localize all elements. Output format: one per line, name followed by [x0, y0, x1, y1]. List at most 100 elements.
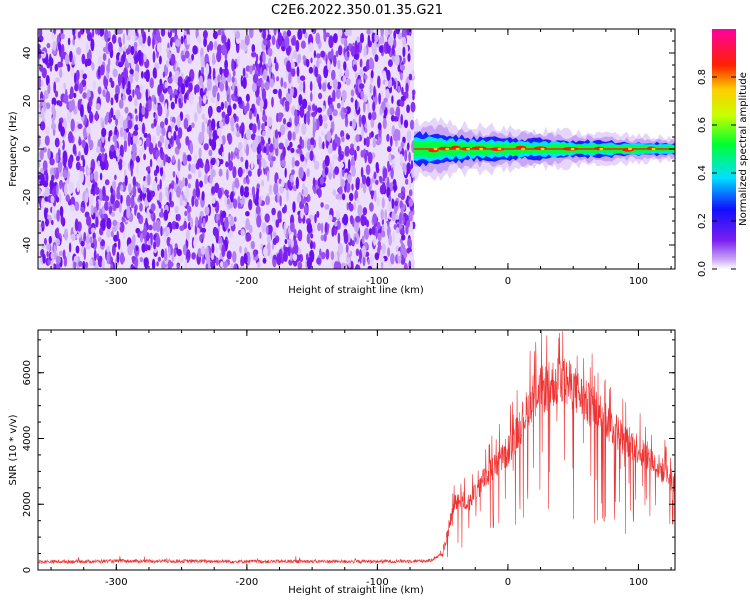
y-tick-label: -20 [22, 189, 33, 205]
noise-speckle [122, 77, 125, 90]
noise-speckle [294, 114, 299, 127]
noise-speckle [179, 111, 184, 121]
noise-speckle [360, 214, 366, 227]
noise-speckle [289, 141, 293, 148]
noise-speckle [111, 34, 117, 44]
noise-speckle [286, 189, 289, 202]
colorbar-ticks: 0.0 0.2 0.4 0.6 0.8 [697, 69, 736, 277]
noise-speckle [55, 152, 59, 164]
noise-speckle [245, 93, 250, 102]
noise-speckle [251, 186, 256, 196]
noise-speckle [388, 195, 392, 202]
noise-speckle [43, 90, 49, 100]
noise-speckle [216, 128, 222, 137]
x-tick-label: 100 [629, 577, 648, 588]
snr-series-line [38, 330, 675, 565]
noise-speckle [299, 81, 304, 92]
noise-speckle [179, 194, 183, 207]
noise-speckle [207, 78, 212, 91]
signal-peak [490, 147, 505, 151]
noise-speckle [172, 171, 176, 178]
noise-speckle [227, 132, 232, 145]
noise-speckle [216, 158, 220, 167]
noise-speckle [208, 40, 214, 51]
noise-speckle [337, 232, 341, 245]
noise-speckle [150, 123, 155, 129]
noise-speckle [292, 201, 296, 213]
noise-speckle [132, 133, 138, 146]
noise-speckle [408, 189, 413, 197]
noise-speckle [161, 260, 165, 269]
noise-speckle [170, 101, 175, 110]
noise-speckle [51, 116, 55, 126]
noise-speckle [117, 29, 123, 35]
noise-speckle [142, 122, 145, 135]
noise-speckle [64, 183, 68, 197]
noise-speckle [149, 77, 154, 89]
noise-speckle [167, 51, 172, 60]
signal-peak [562, 147, 579, 151]
noise-speckle [337, 59, 341, 70]
noise-speckle [136, 139, 143, 146]
noise-speckle [56, 227, 60, 238]
noise-speckle [115, 93, 119, 103]
noise-speckle [359, 68, 364, 78]
noise-speckle [232, 82, 235, 92]
noise-speckle [216, 50, 222, 63]
noise-speckle [378, 92, 381, 105]
noise-speckle [400, 191, 406, 201]
noise-speckle [238, 141, 243, 151]
noise-speckle [383, 97, 388, 103]
noise-speckle [156, 206, 159, 215]
noise-speckle [379, 35, 385, 45]
noise-speckle [375, 161, 379, 171]
noise-speckle [134, 108, 138, 114]
noise-speckle [361, 114, 367, 125]
noise-speckle [397, 85, 401, 93]
noise-speckle [131, 143, 137, 155]
noise-speckle [355, 215, 361, 223]
noise-speckle [299, 105, 305, 118]
noise-speckle [67, 157, 73, 169]
noise-speckle [68, 131, 73, 144]
noise-speckle [191, 195, 195, 207]
noise-speckle [199, 180, 203, 188]
noise-speckle [351, 165, 356, 177]
noise-speckle [240, 39, 246, 50]
noise-speckle [90, 173, 94, 181]
noise-speckle [67, 64, 71, 72]
noise-speckle [186, 34, 191, 45]
noise-speckle [262, 257, 267, 264]
noise-speckle [64, 228, 68, 241]
noise-speckle [394, 200, 399, 207]
noise-speckle [374, 54, 379, 62]
noise-speckle [370, 69, 374, 79]
noise-speckle [309, 150, 314, 162]
signal-peak-halo [628, 147, 633, 151]
noise-speckle [306, 222, 313, 234]
noise-speckle [93, 206, 98, 214]
noise-speckle [115, 84, 120, 97]
noise-speckle [268, 65, 272, 75]
noise-speckle [237, 55, 241, 66]
noise-speckle [306, 138, 312, 151]
noise-speckle [384, 222, 388, 231]
noise-speckle [45, 171, 49, 184]
noise-speckle [315, 32, 321, 45]
signal-peak-halo [455, 147, 460, 151]
noise-speckle [279, 185, 284, 194]
noise-speckle [303, 186, 309, 198]
noise-speckle [216, 105, 222, 113]
noise-speckle [337, 242, 344, 255]
noise-speckle [201, 256, 205, 265]
noise-speckle [324, 166, 329, 176]
noise-speckle [143, 180, 147, 188]
noise-speckle [316, 53, 321, 59]
noise-speckle [384, 80, 389, 87]
noise-speckle [300, 40, 306, 49]
noise-speckle [333, 261, 339, 269]
noise-speckle [267, 40, 271, 49]
noise-speckle [107, 41, 113, 53]
noise-speckle [92, 80, 97, 90]
